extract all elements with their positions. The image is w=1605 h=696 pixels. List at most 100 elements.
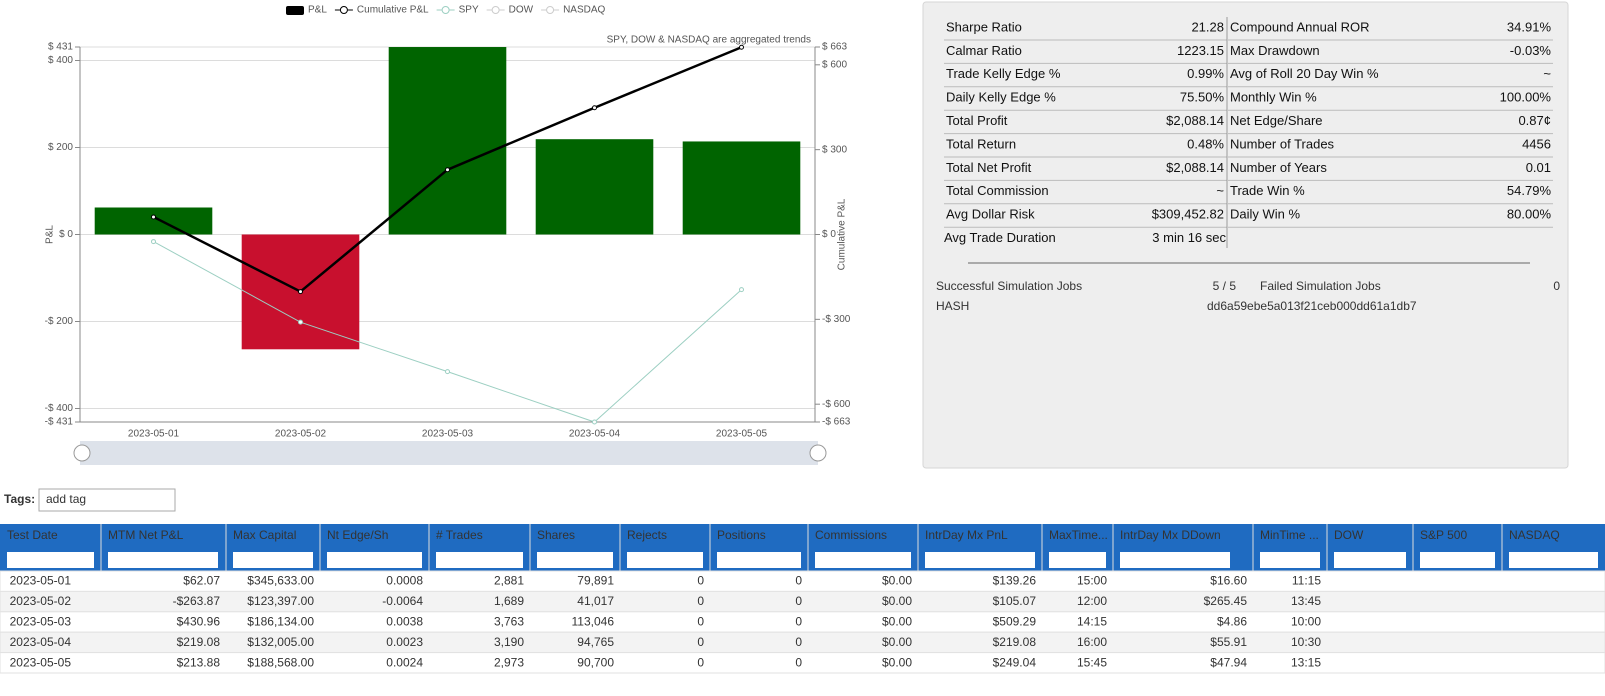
column-filter[interactable] (1260, 552, 1320, 568)
column-filter[interactable] (1509, 552, 1598, 568)
x-tick-label: 2023-05-03 (422, 429, 474, 440)
stat-label: Total Net Profit (946, 160, 1032, 175)
y-tick-label: $ 400 (48, 55, 73, 66)
cell: 90,700 (577, 655, 614, 669)
column-filter[interactable] (537, 552, 613, 568)
hash-label: HASH (936, 299, 969, 313)
stat-value: 0.01 (1526, 160, 1551, 175)
cell: 15:00 (1077, 574, 1107, 588)
column-header: DOW (1334, 528, 1364, 542)
column-filter[interactable] (108, 552, 218, 568)
stat-value: 1223.15 (1177, 43, 1224, 58)
stat-value: $2,088.14 (1166, 113, 1224, 128)
y-tick-label: $ 0 (59, 229, 73, 240)
slider-handle[interactable] (73, 444, 91, 462)
hash-value: dd6a59ebe5a013f21ceb000dd61a1db7 (1207, 299, 1417, 313)
stat-value: ~ (1543, 66, 1551, 81)
cell: $219.08 (177, 635, 221, 649)
table-row (0, 611, 1605, 633)
column-filter[interactable] (327, 552, 422, 568)
cell: 41,017 (577, 594, 614, 608)
column-filter[interactable] (1420, 552, 1495, 568)
column-header: Commissions (815, 528, 887, 542)
line-point (298, 289, 303, 295)
line-point (151, 214, 156, 220)
legend-swatch (441, 6, 450, 14)
column-header: Max Capital (233, 528, 296, 542)
cell: $4.86 (1217, 614, 1247, 628)
stat-label: Number of Trades (1230, 136, 1335, 151)
stat-value: 0.99% (1187, 66, 1224, 81)
y-axis-label: P&L (45, 225, 56, 244)
stat-value: 34.91% (1507, 19, 1552, 34)
cell: 94,765 (577, 635, 614, 649)
legend-swatch (546, 6, 555, 14)
line-point (739, 44, 744, 50)
y-tick-label: $ 200 (48, 142, 73, 153)
cell: -0.0064 (382, 594, 423, 608)
y-tick-label: -$ 400 (45, 403, 74, 414)
cell: $0.00 (882, 594, 912, 608)
cell: 2023-05-04 (10, 635, 72, 649)
cell: 2023-05-05 (10, 655, 72, 669)
column-header: MaxTime... (1049, 528, 1108, 542)
legend-swatch (491, 6, 500, 14)
cell: 0.0024 (386, 655, 423, 669)
line-point (739, 287, 744, 293)
stat-value: 100.00% (1500, 90, 1552, 105)
column-filter[interactable] (1334, 552, 1406, 568)
range-slider[interactable] (80, 441, 818, 465)
column-filter[interactable] (1120, 552, 1230, 568)
column-filter[interactable] (1049, 552, 1106, 568)
column-filter[interactable] (7, 552, 94, 568)
slider-handle[interactable] (809, 444, 827, 462)
stat-label: Avg Trade Duration (944, 230, 1056, 245)
column-header: NASDAQ (1509, 528, 1560, 542)
column-header: # Trades (436, 528, 483, 542)
cell: 0 (795, 655, 802, 669)
y-tick-label: -$ 431 (45, 417, 74, 428)
legend-swatch (339, 6, 348, 14)
cell: 0 (697, 574, 704, 588)
stat-label: Net Edge/Share (1230, 113, 1323, 128)
cell: $123,397.00 (247, 594, 314, 608)
cell: $186,134.00 (247, 614, 314, 628)
stat-value: 4456 (1522, 136, 1551, 151)
cell: 2,973 (494, 655, 524, 669)
cell: -$263.87 (173, 594, 221, 608)
x-tick-label: 2023-05-05 (716, 429, 768, 440)
column-filter[interactable] (233, 552, 313, 568)
cell: 0 (795, 574, 802, 588)
column-filter[interactable] (436, 552, 523, 568)
column-filter[interactable] (627, 552, 703, 568)
stat-label: Trade Win % (1230, 183, 1305, 198)
column-header: MTM Net P&L (108, 528, 184, 542)
y2-tick-label: -$ 300 (822, 314, 851, 325)
column-header: IntrDay Mx PnL (925, 528, 1008, 542)
stat-value: 75.50% (1180, 90, 1225, 105)
cell: 15:45 (1077, 655, 1107, 669)
line-point (592, 105, 597, 111)
cell: $62.07 (183, 574, 220, 588)
stat-label: Calmar Ratio (946, 43, 1022, 58)
column-filter[interactable] (717, 552, 801, 568)
bar (94, 207, 213, 235)
tag-input[interactable] (38, 488, 176, 512)
column-header: Rejects (627, 528, 667, 542)
y2-tick-label: $ 663 (822, 42, 847, 53)
column-header: MinTime ... (1260, 528, 1319, 542)
stat-value: ~ (1216, 183, 1224, 198)
column-filter[interactable] (925, 552, 1035, 568)
legend-label: DOW (509, 5, 534, 16)
cell: $188,568.00 (247, 655, 314, 669)
stat-value: $2,088.14 (1166, 160, 1224, 175)
column-header: S&P 500 (1420, 528, 1467, 542)
column-header: Nt Edge/Sh (327, 528, 388, 542)
cell: 14:15 (1077, 614, 1107, 628)
stat-label: Compound Annual ROR (1230, 19, 1369, 34)
cell: 1,689 (494, 594, 524, 608)
column-header: IntrDay Mx DDown (1120, 528, 1221, 542)
cell: 13:45 (1291, 594, 1321, 608)
cell: 0 (795, 594, 802, 608)
column-filter[interactable] (815, 552, 911, 568)
